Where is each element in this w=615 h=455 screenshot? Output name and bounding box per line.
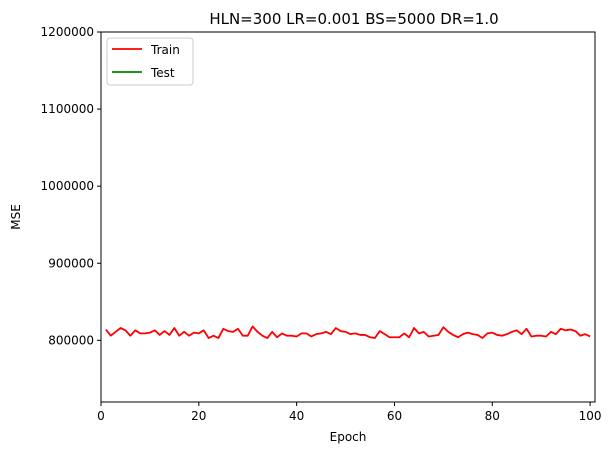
series-lines (105, 325, 591, 339)
x-tick-label: 100 (579, 409, 602, 423)
x-tick-label: 40 (289, 409, 304, 423)
y-tick-label: 1200000 (41, 25, 94, 39)
x-tick-label: 20 (191, 409, 206, 423)
y-tick-label: 800000 (48, 333, 94, 347)
y-tick-label: 1100000 (41, 102, 94, 116)
legend: Train Test (106, 37, 194, 86)
series-line-train (105, 325, 591, 339)
x-tick-label: 0 (97, 409, 105, 423)
y-axis-label: MSE (9, 204, 23, 230)
legend-test-label: Test (150, 66, 175, 80)
legend-box (106, 37, 194, 86)
y-axis: 800000 900000 1000000 1100000 1200000 (41, 25, 101, 347)
chart-title: HLN=300 LR=0.001 BS=5000 DR=1.0 (209, 10, 498, 28)
plot-area (101, 32, 595, 402)
x-tick-label: 60 (387, 409, 402, 423)
x-axis-label: Epoch (330, 430, 367, 444)
y-tick-label: 900000 (48, 256, 94, 270)
x-tick-label: 80 (485, 409, 500, 423)
plot-frame (100, 31, 596, 403)
legend-train-label: Train (150, 43, 180, 57)
x-axis: 0 20 40 60 80 100 (97, 402, 602, 423)
y-tick-label: 1000000 (41, 179, 94, 193)
